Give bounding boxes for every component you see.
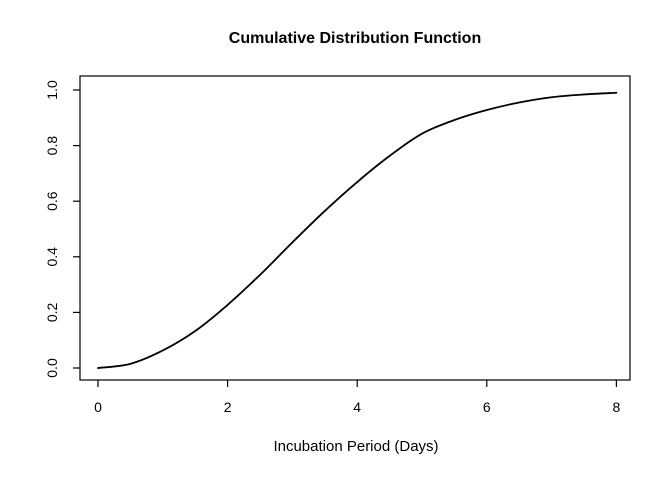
plot-box	[79, 75, 631, 381]
x-axis-label: Incubation Period (Days)	[273, 438, 438, 455]
cdf-curve	[97, 91, 618, 369]
y-tick-label: 1.0	[44, 80, 60, 100]
y-tick-label: 0.8	[44, 136, 60, 156]
chart-title: Cumulative Distribution Function	[229, 30, 481, 47]
x-tick-label: 6	[483, 399, 491, 415]
x-tick-label: 4	[353, 399, 361, 415]
y-tick-label: 0.0	[44, 358, 60, 378]
axes: 0 2 4 6 8 0.0 0.2 0.4 0.6 0.8 1.0	[44, 75, 631, 415]
x-tick-label: 8	[613, 399, 621, 415]
y-tick-label: 0.2	[44, 302, 60, 322]
y-tick-label: 0.4	[44, 247, 60, 267]
x-tick-label: 2	[224, 399, 232, 415]
x-tick-label: 0	[94, 399, 102, 415]
y-tick-label: 0.6	[44, 191, 60, 211]
